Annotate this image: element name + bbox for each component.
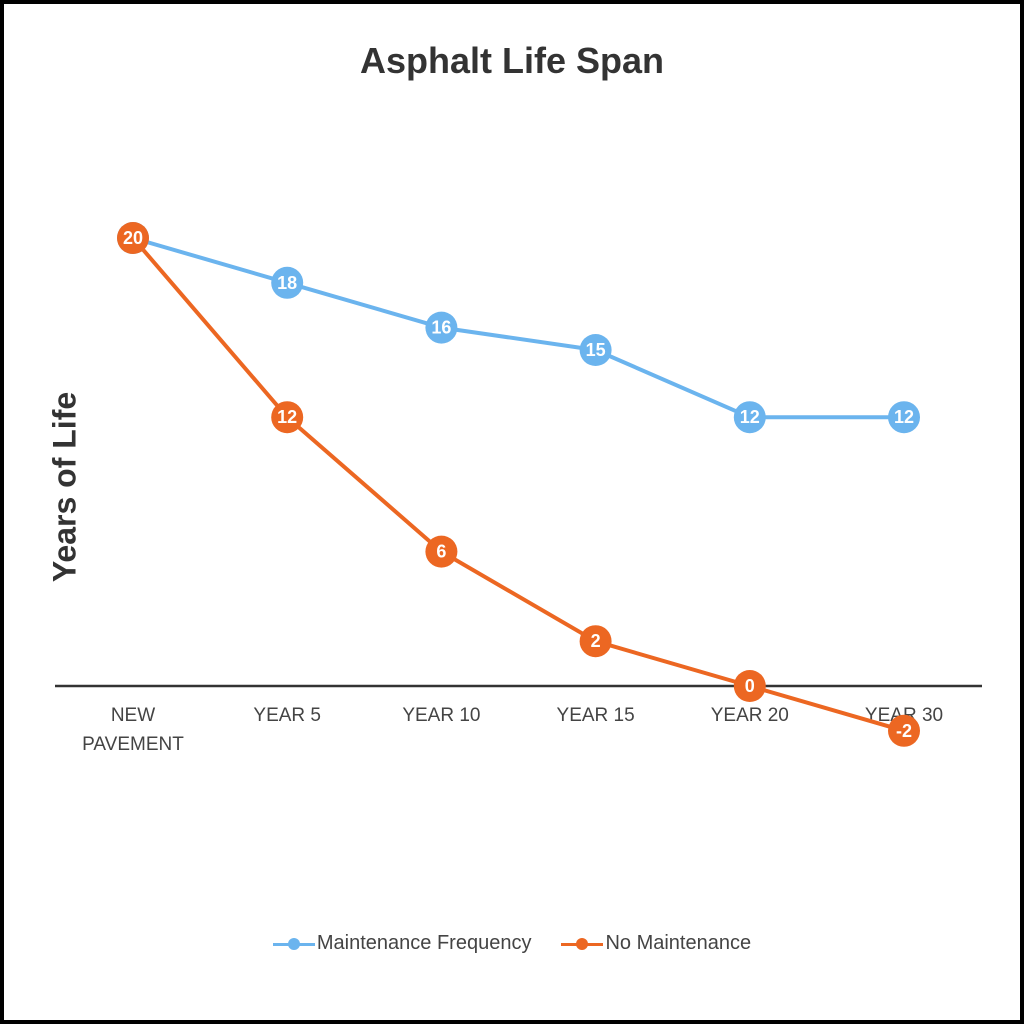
legend-item-no-maintenance: No Maintenance	[561, 932, 751, 955]
data-label-maintenance-frequency: 16	[431, 318, 451, 338]
legend-swatch	[561, 937, 604, 951]
legend-label: Maintenance Frequency	[316, 932, 532, 954]
data-point-no-maintenance	[425, 535, 458, 568]
data-point-maintenance-frequency	[888, 401, 920, 434]
data-label-no-maintenance: 0	[745, 676, 755, 696]
legend-label: No Maintenance	[605, 932, 752, 954]
data-point-no-maintenance	[271, 401, 304, 434]
legend-swatch	[272, 937, 315, 951]
data-point-no-maintenance	[579, 625, 612, 658]
data-label-maintenance-frequency: 15	[586, 340, 606, 360]
data-point-maintenance-frequency	[733, 401, 766, 434]
data-label-maintenance-frequency: 12	[894, 407, 914, 427]
x-tick-label: YEAR 15	[557, 705, 635, 726]
series-line-maintenance-frequency	[132, 236, 904, 420]
chart-title: Asphalt Life Span	[359, 40, 665, 81]
legend-item-maintenance-frequency: Maintenance Frequency	[272, 932, 532, 955]
data-point-maintenance-frequency	[425, 311, 458, 344]
data-label-no-maintenance: 12	[277, 407, 297, 427]
data-point-no-maintenance	[888, 714, 920, 747]
data-point-no-maintenance	[117, 222, 149, 254]
x-tick-label: NEW PAVEMENT	[82, 705, 184, 755]
x-tick-label: YEAR 20	[711, 705, 789, 726]
legend-swatch-marker	[287, 937, 300, 950]
x-tick-label: YEAR 5	[253, 705, 321, 726]
data-label-no-maintenance: 6	[436, 542, 446, 562]
data-label-no-maintenance: 2	[591, 631, 601, 651]
x-tick-label-line: NEW	[111, 705, 155, 726]
data-label-maintenance-frequency: 18	[277, 273, 297, 293]
x-tick-label-line: PAVEMENT	[82, 734, 184, 755]
data-label-no-maintenance: 20	[123, 228, 143, 248]
data-point-maintenance-frequency	[579, 334, 612, 366]
legend-swatch-marker	[576, 937, 589, 950]
data-point-no-maintenance	[733, 670, 766, 702]
data-point-maintenance-frequency	[271, 266, 304, 299]
data-label-maintenance-frequency: 12	[740, 407, 760, 427]
series-line-no-maintenance	[131, 236, 905, 733]
x-tick-label: YEAR 10	[402, 705, 480, 726]
chart-legend: Maintenance Frequency No Maintenance	[0, 932, 1024, 955]
data-label-no-maintenance: -2	[896, 721, 912, 741]
